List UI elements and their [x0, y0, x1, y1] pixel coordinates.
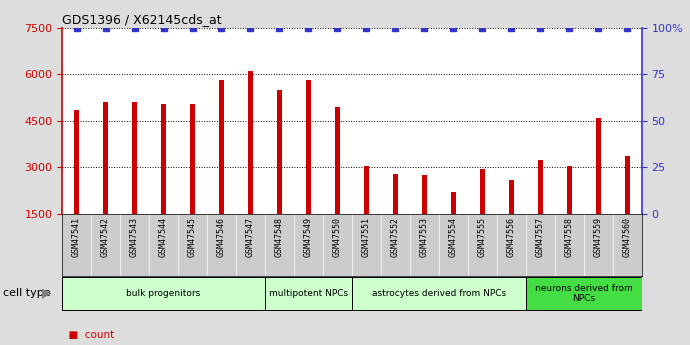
Text: GSM47556: GSM47556 — [506, 217, 516, 257]
Bar — [219, 80, 224, 260]
Text: bulk progenitors: bulk progenitors — [126, 289, 201, 298]
Text: neurons derived from
NPCs: neurons derived from NPCs — [535, 284, 633, 303]
Text: GSM47551: GSM47551 — [362, 217, 371, 257]
Bar — [480, 169, 485, 260]
Bar — [190, 104, 195, 260]
Bar — [335, 107, 340, 260]
Bar — [277, 90, 282, 260]
Bar — [103, 102, 108, 260]
FancyBboxPatch shape — [62, 277, 265, 310]
Text: GSM47560: GSM47560 — [622, 217, 632, 257]
Text: GDS1396 / X62145cds_at: GDS1396 / X62145cds_at — [62, 13, 221, 27]
Bar — [566, 166, 572, 260]
Text: GSM47552: GSM47552 — [391, 217, 400, 257]
Text: GSM47549: GSM47549 — [304, 217, 313, 257]
Text: GSM47550: GSM47550 — [333, 217, 342, 257]
Text: GSM47543: GSM47543 — [130, 217, 139, 257]
Bar — [248, 71, 253, 260]
Text: GSM47545: GSM47545 — [188, 217, 197, 257]
Text: GSM47542: GSM47542 — [101, 217, 110, 257]
Bar — [306, 80, 311, 260]
Text: cell type: cell type — [3, 288, 51, 298]
Bar — [364, 166, 369, 260]
FancyBboxPatch shape — [352, 277, 526, 310]
Text: GSM47557: GSM47557 — [535, 217, 545, 257]
Text: ▶: ▶ — [42, 287, 52, 300]
Text: GSM47547: GSM47547 — [246, 217, 255, 257]
Bar — [451, 192, 456, 260]
Text: GSM47559: GSM47559 — [593, 217, 603, 257]
Text: ■  count: ■ count — [62, 330, 115, 339]
Bar — [74, 110, 79, 260]
Text: GSM47558: GSM47558 — [564, 217, 574, 257]
Bar — [624, 157, 630, 260]
Text: GSM47555: GSM47555 — [477, 217, 487, 257]
Bar — [393, 174, 398, 260]
Text: astrocytes derived from NPCs: astrocytes derived from NPCs — [372, 289, 506, 298]
Text: multipotent NPCs: multipotent NPCs — [269, 289, 348, 298]
Text: GSM47544: GSM47544 — [159, 217, 168, 257]
Bar — [538, 159, 543, 260]
FancyBboxPatch shape — [265, 277, 352, 310]
Text: GSM47553: GSM47553 — [420, 217, 429, 257]
FancyBboxPatch shape — [526, 277, 642, 310]
Bar — [161, 104, 166, 260]
Bar — [132, 102, 137, 260]
Text: GSM47548: GSM47548 — [275, 217, 284, 257]
Bar — [422, 175, 427, 260]
Text: GSM47541: GSM47541 — [72, 217, 81, 257]
Text: GSM47554: GSM47554 — [448, 217, 458, 257]
Text: GSM47546: GSM47546 — [217, 217, 226, 257]
Bar — [595, 118, 601, 260]
Bar — [509, 180, 514, 260]
